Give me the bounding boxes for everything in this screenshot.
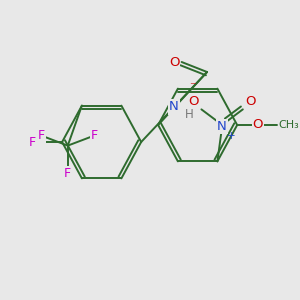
Text: ⁻: ⁻ [189, 80, 195, 93]
Text: CH₃: CH₃ [279, 120, 299, 130]
Text: O: O [169, 56, 179, 68]
Text: F: F [38, 129, 45, 142]
Text: O: O [245, 95, 256, 108]
Text: F: F [64, 167, 71, 180]
Text: H: H [185, 109, 194, 122]
Text: F: F [28, 136, 36, 148]
Text: O: O [189, 95, 199, 108]
Text: O: O [253, 118, 263, 131]
Text: F: F [91, 129, 98, 142]
Text: N: N [169, 100, 179, 113]
Text: +: + [227, 131, 236, 141]
Text: N: N [217, 120, 227, 133]
